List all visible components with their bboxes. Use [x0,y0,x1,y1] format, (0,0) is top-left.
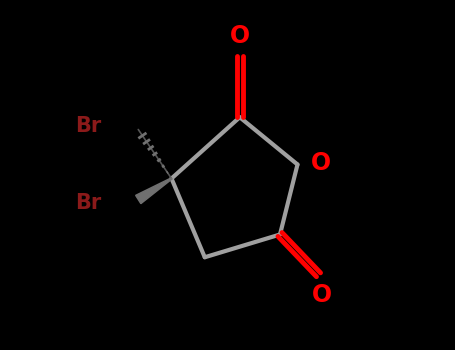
Polygon shape [136,178,172,204]
Text: O: O [230,24,250,48]
Text: Br: Br [75,116,101,136]
Text: O: O [312,284,332,308]
Text: O: O [311,151,331,175]
Text: Br: Br [75,193,101,213]
